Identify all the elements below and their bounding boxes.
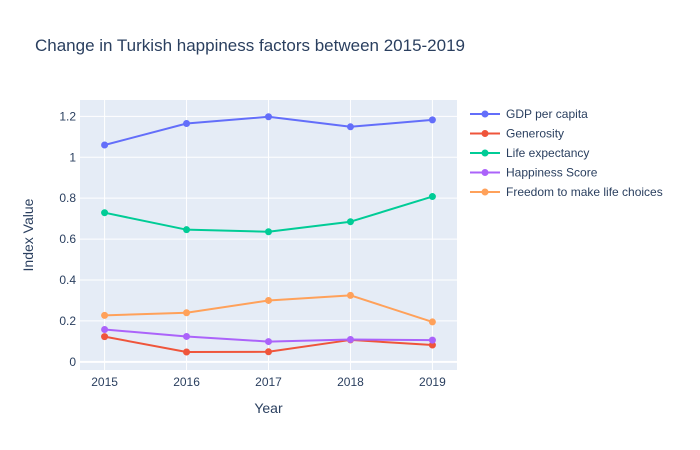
data-point	[428, 341, 436, 349]
y-tick-label: 0.4	[59, 273, 76, 287]
y-tick-label: 1.2	[59, 109, 76, 123]
legend-label: Happiness Score	[506, 166, 598, 180]
data-point	[346, 291, 354, 299]
y-tick-label: 0.6	[59, 232, 76, 246]
data-point	[428, 318, 436, 326]
legend-swatch-marker	[481, 110, 489, 118]
legend-item[interactable]: Life expectancy	[470, 146, 589, 160]
y-tick-label: 1	[69, 150, 76, 164]
data-point	[265, 228, 272, 236]
chart-title: Change in Turkish happiness factors betw…	[35, 36, 465, 55]
legend-label: GDP per capita	[506, 107, 588, 121]
data-point	[183, 348, 191, 356]
legend-swatch-marker	[481, 130, 489, 137]
legend-label: Freedom to make life choices	[506, 185, 663, 199]
legend-label: Generosity	[506, 127, 564, 141]
legend-swatch-marker	[481, 188, 489, 196]
data-point	[428, 336, 436, 344]
data-point	[101, 141, 109, 149]
data-point	[101, 326, 109, 333]
data-point	[265, 296, 272, 304]
data-point	[101, 333, 109, 341]
data-point	[428, 116, 436, 124]
data-point	[183, 309, 191, 317]
data-point	[265, 338, 272, 346]
x-tick-label: 2015	[91, 375, 118, 389]
legend-swatch-marker	[481, 149, 489, 157]
x-tick-label: 2017	[255, 375, 282, 389]
data-point	[346, 336, 354, 344]
data-point	[265, 113, 272, 121]
data-point	[428, 193, 436, 201]
legend-item[interactable]: GDP per capita	[470, 107, 588, 121]
data-point	[101, 311, 109, 319]
x-tick-label: 2018	[337, 375, 364, 389]
legend-item[interactable]: Generosity	[470, 127, 564, 141]
y-axis-title: Index Value	[20, 198, 36, 271]
y-tick-label: 0	[69, 355, 76, 369]
y-tick-label: 0.2	[59, 314, 76, 328]
data-point	[346, 218, 354, 226]
data-point	[101, 209, 109, 217]
legend: GDP per capita Generosity Life expectancy H…	[470, 107, 663, 199]
legend-item[interactable]: Happiness Score	[470, 166, 598, 180]
data-point	[265, 348, 272, 356]
data-point	[183, 226, 191, 234]
data-point	[183, 120, 191, 128]
x-axis-title: Year	[254, 400, 283, 416]
y-tick-label: 0.8	[59, 191, 76, 205]
legend-item[interactable]: Freedom to make life choices	[470, 185, 663, 199]
x-tick-label: 2016	[173, 375, 200, 389]
legend-swatch-marker	[481, 169, 489, 176]
x-tick-label: 2019	[419, 375, 446, 389]
legend-label: Life expectancy	[506, 146, 589, 160]
data-point	[346, 123, 354, 131]
data-point	[183, 332, 191, 340]
